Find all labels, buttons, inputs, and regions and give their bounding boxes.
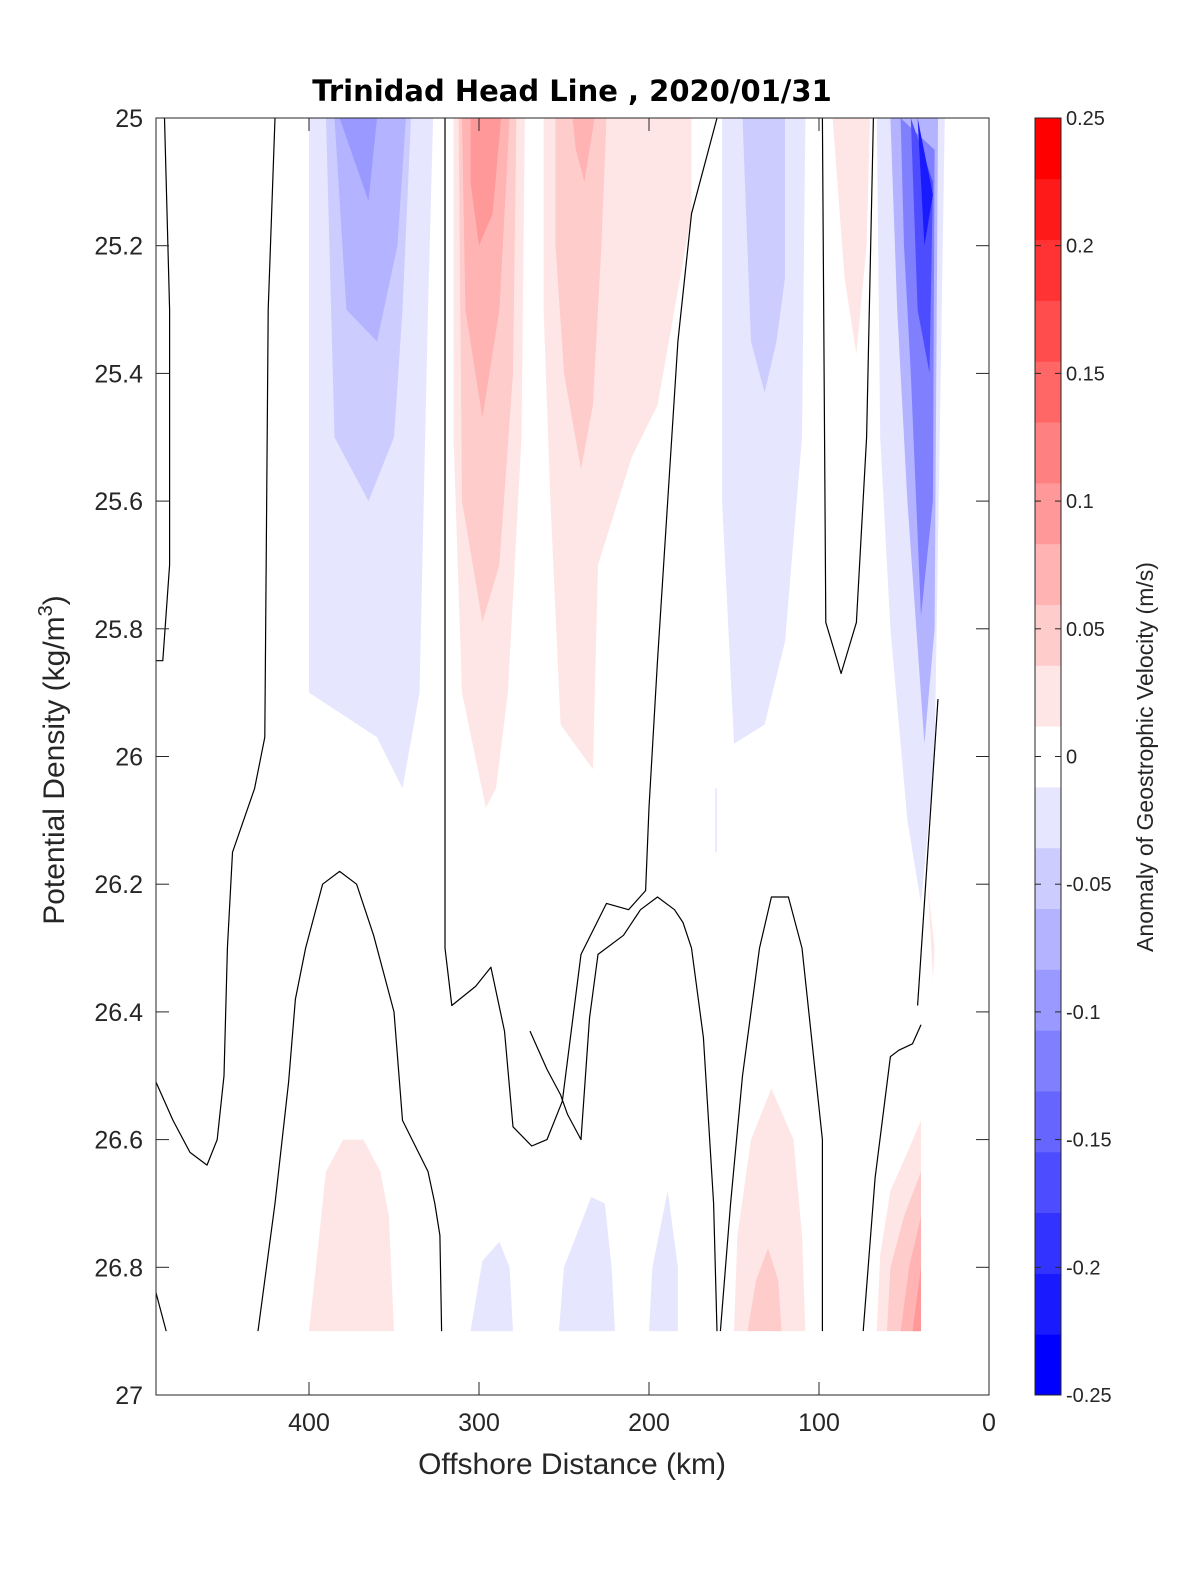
colorbar-band [1035,422,1061,484]
x-tick-label: 0 [982,1409,996,1437]
colorbar-band [1035,847,1061,910]
colorbar-band [1035,1212,1061,1274]
colorbar-band [1035,908,1061,970]
colorbar-band [1035,361,1061,423]
colorbar-tick-label: -0.15 [1066,1130,1112,1152]
colorbar-tick-label: -0.2 [1066,1257,1100,1279]
contour-region-deep-red-380km [309,1139,394,1332]
y-tick-label: 25.6 [94,488,143,516]
colorbar-band [1035,1090,1061,1153]
y-axis: 25 25.2 25.4 25.6 25.8 26 26.2 26.4 26.6 26.8 27 [94,105,989,1410]
contour-region-deep-blue-235km [558,1197,615,1332]
colorbar-band [1035,1273,1061,1335]
colorbar-band [1035,786,1061,849]
colorbar-band [1035,665,1061,727]
y-tick-label: 26.4 [94,999,143,1027]
zero-contour-line [156,118,276,1166]
contour-region-deep-red-coastal [912,1267,921,1332]
colorbar-tick-label: 0.2 [1066,236,1094,258]
colorbar-tick-label: -0.25 [1066,1385,1112,1407]
contour-region-red-jet-300km [470,118,502,246]
colorbar-label: Anomaly of Geostrophic Velocity (m/s) [1132,562,1158,952]
colorbar-tick-label: 0 [1066,747,1077,769]
colorbar-band [1035,482,1061,545]
x-axis: 400 300 200 100 0 [288,118,996,1437]
contour-region-offshore-blue-core [334,118,406,342]
contour-region-coastal-blue-jet [917,118,933,246]
contour-lines [156,118,939,1332]
plot-area [155,117,990,1396]
contour-region-deep-blue-295km [470,1241,513,1332]
colorbar-band [1035,178,1061,241]
contour-region-red-jet-240km [555,118,607,470]
colorbar-band [1035,543,1061,605]
y-tick-label: 25.8 [94,616,143,644]
x-tick-label: 100 [798,1409,840,1437]
contour-region-red-jet-240km [572,118,595,182]
y-tick-label: 25.2 [94,233,143,261]
y-tick-label: 27 [115,1382,143,1410]
y-tick-label: 25 [115,105,143,133]
colorbar-band [1035,1151,1061,1214]
zero-contour-line [862,1024,922,1332]
colorbar: 0.25 0.2 0.15 0.1 0.05 0 -0.05 -0.1 -0.15 -0.2 -0.… [1034,108,1112,1407]
x-tick-label: 400 [288,1409,330,1437]
contour-region-deep-red-coastal [900,1216,921,1332]
contour-region-deep-red-130km [734,1088,806,1332]
y-axis-label-close: ) [38,595,71,605]
colorbar-tick-label: -0.05 [1066,874,1112,896]
x-axis-label: Offshore Distance (km) [418,1448,726,1481]
x-tick-label: 300 [458,1409,500,1437]
y-tick-label: 26.8 [94,1254,143,1282]
y-tick-label: 26.2 [94,871,143,899]
colorbar-band [1035,1334,1061,1396]
contour-region-coastal-red-80km [832,118,870,355]
colorbar-band [1035,969,1061,1031]
filled-contours [309,118,945,1332]
zero-contour-line [156,1292,167,1332]
y-tick-label: 26 [115,744,143,772]
colorbar-tick-label: 0.05 [1066,619,1105,641]
colorbar-band [1035,1030,1061,1092]
zero-contour-line [917,698,939,1006]
zero-contour-line [719,896,824,1332]
contour-region-deep-red-130km [747,1248,782,1332]
zero-contour-line [529,896,718,1332]
colorbar-ticks: 0.25 0.2 0.15 0.1 0.05 0 -0.05 -0.1 -0.15 -0.2 -0.… [1035,108,1112,1407]
colorbar-bands [1035,118,1061,1396]
colorbar-tick-label: 0.1 [1066,491,1094,513]
x-tick-label: 200 [628,1409,670,1437]
contour-region-deep-blue-195km [649,1190,678,1332]
zero-contour-line [257,870,443,1332]
contour-region-offshore-blue-core [339,118,377,201]
y-tick-label: 26.6 [94,1127,143,1155]
chart-title: Trinidad Head Line , 2020/01/31 [312,74,832,108]
colorbar-tick-label: 0.15 [1066,363,1105,385]
colorbar-tick-label: 0.25 [1066,108,1105,130]
y-tick-label: 25.4 [94,360,143,388]
contour-region-inshore-blue-130km [742,118,785,393]
colorbar-band [1035,118,1061,180]
y-axis-label: Potential Density (kg/m3) [35,595,71,925]
contour-region-shelf-blue-sliver [715,788,717,853]
colorbar-band [1035,239,1061,301]
zero-contour-line [821,118,874,675]
contour-region-shelf-red-sliver [927,884,935,980]
colorbar-band [1035,604,1061,666]
y-axis-label-main: Potential Density (kg/m [38,616,71,924]
colorbar-tick-label: -0.1 [1066,1002,1100,1024]
colorbar-band [1035,300,1061,362]
y-axis-label-superscript: 3 [35,605,57,616]
